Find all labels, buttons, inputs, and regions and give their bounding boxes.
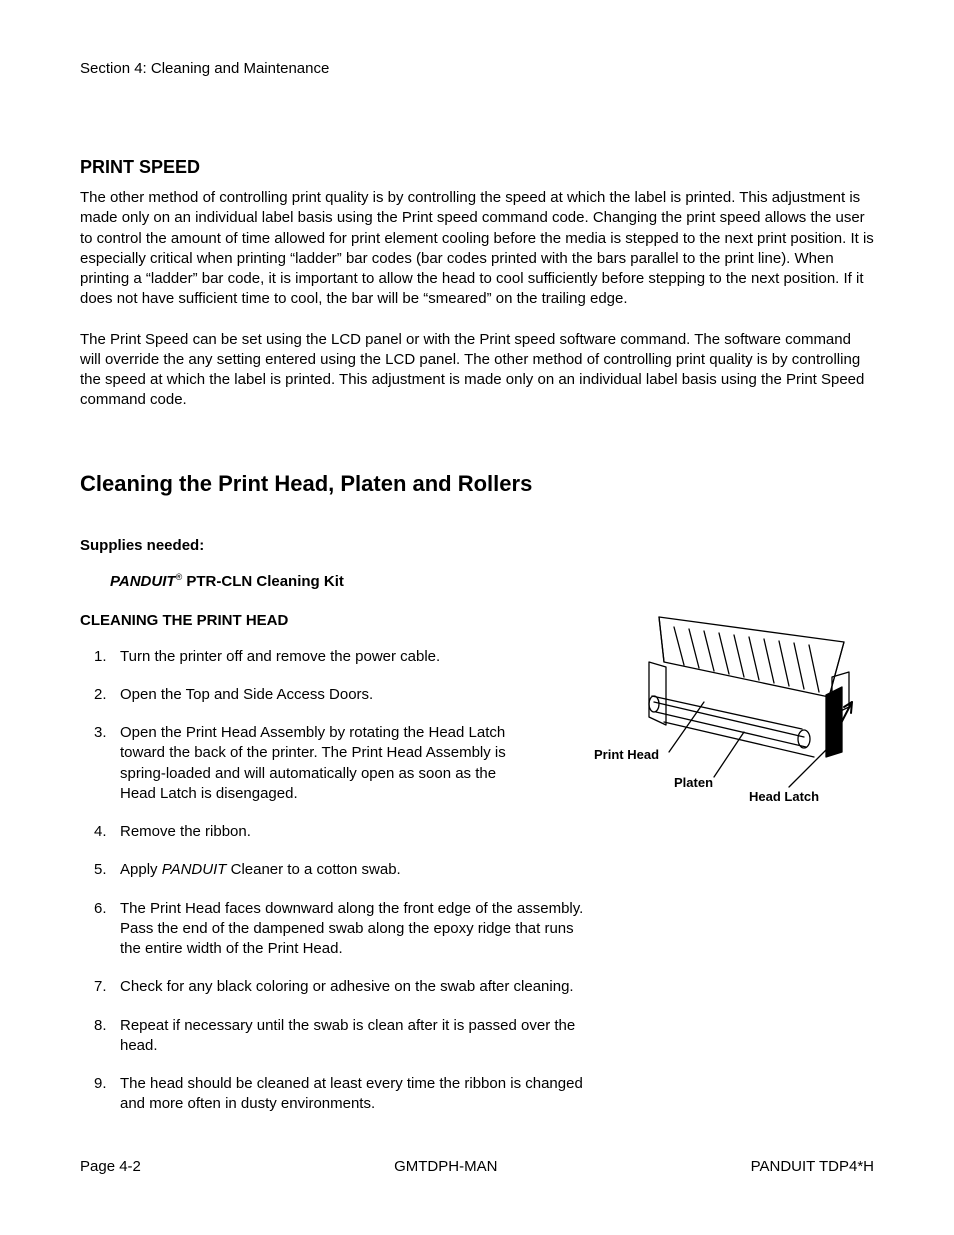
heading-print-speed: PRINT SPEED xyxy=(80,157,874,178)
kit-name: PTR-CLN Cleaning Kit xyxy=(182,573,344,590)
heading-cleaning: Cleaning the Print Head, Platen and Roll… xyxy=(80,471,874,497)
step-item: Repeat if necessary until the swab is cl… xyxy=(100,1016,584,1057)
printer-diagram: Print Head Platen Head Latch xyxy=(594,607,854,797)
kit-brand: PANDUIT xyxy=(110,573,176,590)
figure-column: Print Head Platen Head Latch xyxy=(594,607,874,797)
footer-left: Page 4-2 xyxy=(80,1158,141,1175)
footer-right: PANDUIT TDP4*H xyxy=(751,1158,874,1175)
supplies-needed-label: Supplies needed: xyxy=(80,537,874,554)
step-item: Turn the printer off and remove the powe… xyxy=(100,647,520,667)
step-item: The Print Head faces downward along the … xyxy=(100,899,584,960)
print-speed-para-2: The Print Speed can be set using the LCD… xyxy=(80,330,874,411)
step-item: Remove the ribbon. xyxy=(100,822,520,842)
figure-label-platen: Platen xyxy=(674,775,713,790)
step-item: The head should be cleaned at least ever… xyxy=(100,1074,584,1115)
cleaning-kit-line: PANDUIT® PTR-CLN Cleaning Kit xyxy=(110,572,874,590)
step5-brand: PANDUIT xyxy=(162,861,227,878)
figure-label-head-latch: Head Latch xyxy=(749,789,819,804)
cleaning-steps-list: Turn the printer off and remove the powe… xyxy=(80,647,584,1115)
page: Section 4: Cleaning and Maintenance PRIN… xyxy=(0,0,954,1235)
step5-prefix: Apply xyxy=(120,861,162,878)
step-item: Open the Print Head Assembly by rotating… xyxy=(100,723,520,804)
footer-center: GMTDPH-MAN xyxy=(394,1158,497,1175)
step-item: Apply PANDUIT Cleaner to a cotton swab. xyxy=(100,860,520,880)
content-row: Turn the printer off and remove the powe… xyxy=(80,647,874,1133)
figure-label-print-head: Print Head xyxy=(594,747,659,762)
step5-suffix: Cleaner to a cotton swab. xyxy=(226,861,400,878)
page-footer: Page 4-2 GMTDPH-MAN PANDUIT TDP4*H xyxy=(80,1158,874,1175)
print-speed-para-1: The other method of controlling print qu… xyxy=(80,188,874,310)
printer-diagram-svg xyxy=(594,607,854,797)
section-header: Section 4: Cleaning and Maintenance xyxy=(80,60,874,77)
step-item: Open the Top and Side Access Doors. xyxy=(100,685,520,705)
step-item: Check for any black coloring or adhesive… xyxy=(100,977,584,997)
steps-column: Turn the printer off and remove the powe… xyxy=(80,647,584,1133)
